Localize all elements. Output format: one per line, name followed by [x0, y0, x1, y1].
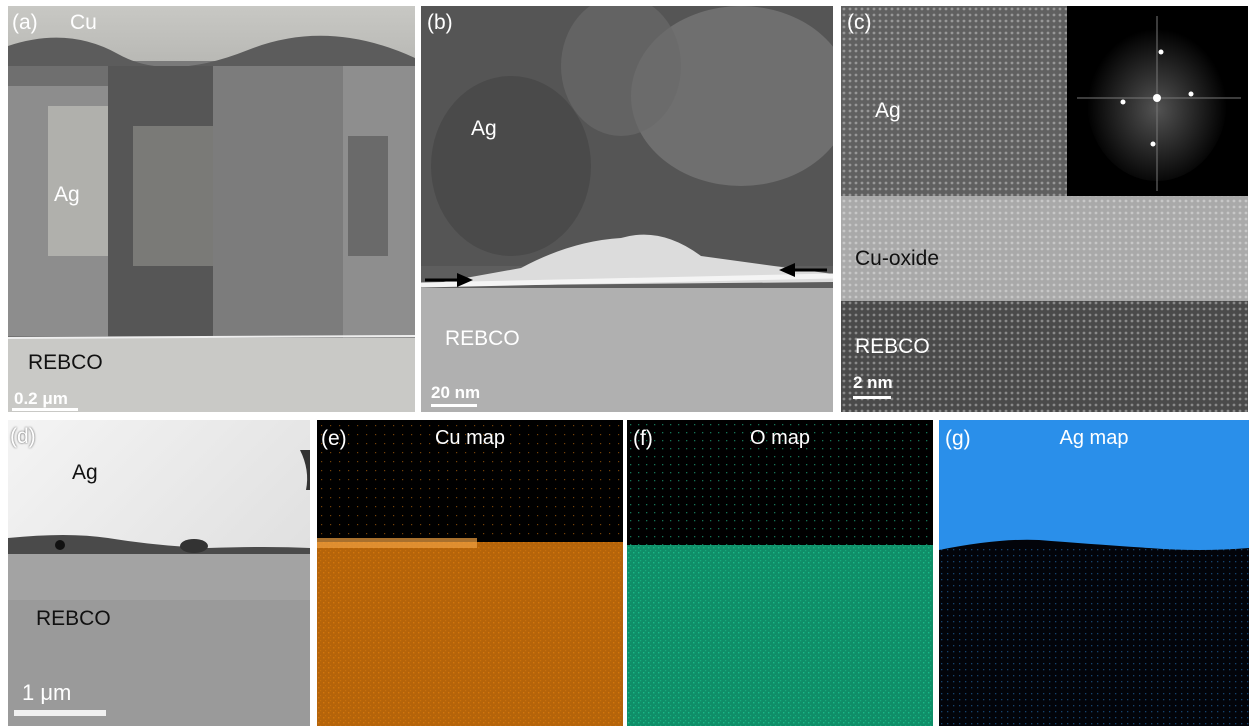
panel-a-label-rebco: REBCO — [28, 351, 103, 374]
panel-f-tag: (f) — [633, 427, 653, 450]
panel-b-label-rebco: REBCO — [445, 327, 520, 350]
panel-a-label-ag: Ag — [54, 183, 80, 206]
panel-c-label-rebco: REBCO — [855, 335, 930, 358]
panel-a-scale-bar — [12, 408, 78, 411]
panel-a-tag: (a) — [12, 11, 38, 34]
panel-c-scale-text: 2 nm — [853, 373, 893, 392]
panel-d: (d) Ag REBCO 1 μm — [8, 420, 310, 726]
panel-e: (e) Cu map — [317, 420, 623, 726]
panel-c-label-ag: Ag — [875, 99, 901, 122]
panel-g-ag-map-image — [939, 420, 1249, 726]
panel-b-micrograph — [421, 6, 833, 412]
panel-d-label-ag: Ag — [72, 461, 98, 484]
panel-f-title: O map — [749, 427, 811, 449]
panel-d-scale-text: 1 μm — [22, 680, 72, 705]
panel-a-micrograph — [8, 6, 415, 412]
panel-g-title: Ag map — [1059, 427, 1129, 449]
panel-b-label-ag: Ag — [471, 117, 497, 140]
panel-d-micrograph — [8, 420, 310, 726]
panel-c-label-cu-oxide: Cu-oxide — [855, 247, 940, 270]
panel-b: (b) Ag REBCO 20 nm — [421, 6, 833, 412]
panel-g: (g) Ag map — [939, 420, 1249, 726]
panel-c-micrograph — [841, 6, 1248, 412]
panel-a-label-cu: Cu — [70, 11, 97, 34]
panel-a-scale-text: 0.2 μm — [14, 389, 68, 408]
panel-a: (a) Cu Ag REBCO 0.2 μm — [8, 6, 415, 412]
panel-g-tag: (g) — [945, 427, 971, 450]
panel-b-tag: (b) — [427, 11, 453, 34]
panel-d-label-rebco: REBCO — [36, 607, 111, 630]
panel-c-scale-bar — [853, 396, 891, 399]
panel-e-cu-map-image — [317, 420, 623, 726]
panel-d-tag: (d) — [10, 425, 36, 448]
panel-b-scale-text: 20 nm — [431, 383, 481, 402]
panel-e-tag: (e) — [321, 427, 347, 450]
panel-f-o-map-image — [627, 420, 933, 726]
panel-b-scale-bar — [431, 404, 477, 407]
panel-c: (c) Ag Cu-oxide REBCO 2 nm — [841, 6, 1248, 412]
panel-e-title: Cu map — [434, 427, 506, 449]
panel-f: (f) O map — [627, 420, 933, 726]
panel-c-tag: (c) — [847, 11, 872, 34]
panel-d-scale-bar — [14, 710, 106, 716]
